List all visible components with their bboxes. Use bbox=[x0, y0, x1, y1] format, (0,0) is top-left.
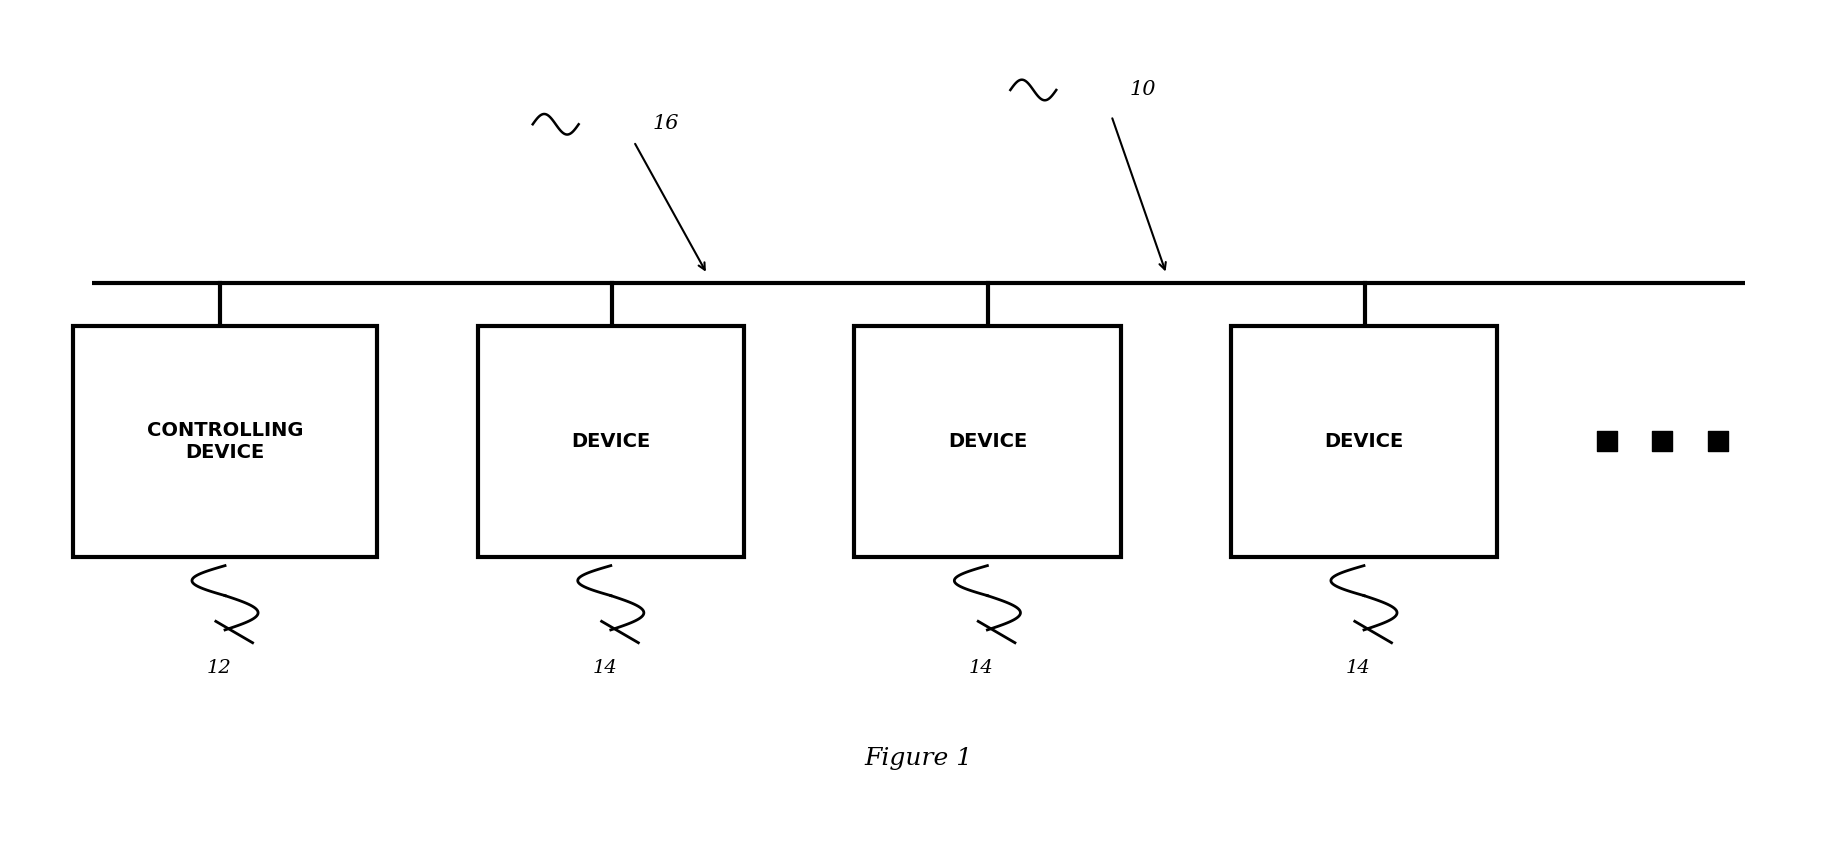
Text: 14: 14 bbox=[1345, 659, 1370, 678]
Text: DEVICE: DEVICE bbox=[948, 432, 1027, 451]
Text: 16: 16 bbox=[652, 114, 678, 133]
Bar bbox=[478, 326, 744, 557]
Text: DEVICE: DEVICE bbox=[571, 432, 650, 451]
Point bbox=[1703, 434, 1732, 448]
Text: 14: 14 bbox=[970, 659, 994, 678]
Text: CONTROLLING
DEVICE: CONTROLLING DEVICE bbox=[147, 421, 303, 462]
Bar bbox=[73, 326, 377, 557]
Bar bbox=[854, 326, 1121, 557]
Point bbox=[1593, 434, 1622, 448]
Point bbox=[1648, 434, 1677, 448]
Bar bbox=[1231, 326, 1497, 557]
Text: 12: 12 bbox=[206, 659, 231, 678]
Text: DEVICE: DEVICE bbox=[1324, 432, 1403, 451]
Text: 14: 14 bbox=[592, 659, 617, 678]
Text: 10: 10 bbox=[1130, 80, 1155, 99]
Text: Figure 1: Figure 1 bbox=[865, 747, 972, 770]
